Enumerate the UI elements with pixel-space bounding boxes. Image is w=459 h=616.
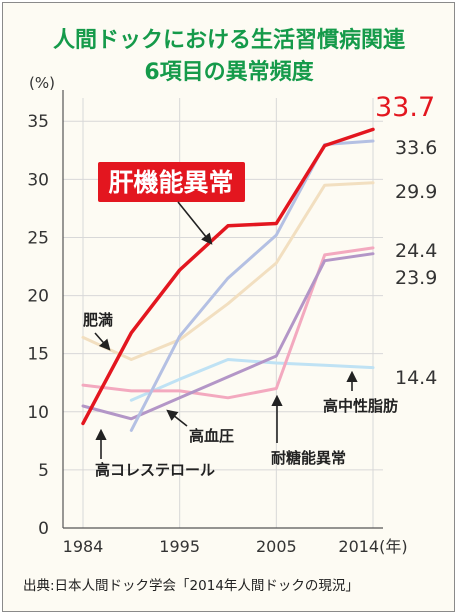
hypertension-label: 高血圧 bbox=[189, 427, 234, 445]
x-tick-label: 1995 bbox=[159, 537, 200, 556]
liver-label-box bbox=[98, 162, 245, 202]
series-line bbox=[81, 127, 375, 426]
chart-title-line-1: 人間ドックにおける生活習慣病関連 bbox=[53, 27, 406, 53]
chart-frame: 人間ドックにおける生活習慣病関連 6項目の異常頻度 0 5 10 15 20 25 30 35… bbox=[2, 2, 455, 612]
series-line bbox=[81, 181, 375, 361]
y-tick-label: 35 bbox=[27, 112, 49, 132]
series-end-label: 33.6 bbox=[395, 137, 437, 159]
chart-title-line-2: 6項目の異常頻度 bbox=[144, 59, 314, 85]
glucose-label: 耐糖能異常 bbox=[271, 449, 346, 467]
y-tick-label: 15 bbox=[27, 345, 49, 365]
y-tick-label: 10 bbox=[27, 403, 49, 423]
x-tick-label: 2014(年) bbox=[338, 537, 407, 556]
series-end-label: 14.4 bbox=[395, 367, 437, 389]
x-tick-label: 2005 bbox=[256, 537, 297, 556]
liver-label: 肝機能異常 bbox=[108, 168, 233, 197]
series-line bbox=[81, 246, 375, 400]
y-tick-label: 0 bbox=[38, 519, 49, 539]
series-end-label: 23.9 bbox=[395, 267, 437, 289]
x-tick-label: 1984 bbox=[63, 537, 104, 556]
y-tick-label: 20 bbox=[27, 287, 49, 307]
chart: 人間ドックにおける生活習慣病関連 6項目の異常頻度 0 5 10 15 20 25 30 35… bbox=[23, 27, 437, 594]
series-end-label: 33.7 bbox=[375, 92, 435, 123]
hypertension-arrow bbox=[166, 409, 188, 427]
triglyceride-label: 高中性脂肪 bbox=[323, 397, 398, 415]
y-axis-label: (%) bbox=[29, 74, 55, 92]
liver-arrow bbox=[177, 201, 213, 245]
obesity-arrow bbox=[94, 332, 111, 351]
series-end-label: 24.4 bbox=[395, 240, 437, 262]
axes: 0 5 10 15 20 25 30 35 1984 1995 2005 2014(年) (%) bbox=[27, 74, 407, 556]
series-line bbox=[81, 252, 375, 421]
y-tick-label: 5 bbox=[38, 461, 49, 481]
y-tick-label: 25 bbox=[27, 228, 49, 248]
series-end-label: 29.9 bbox=[395, 181, 437, 203]
series-line bbox=[129, 358, 375, 402]
series: 33.7 33.6 29.9 24.4 23.9 14.4 bbox=[81, 92, 437, 432]
obesity-label: 肥満 bbox=[83, 311, 113, 329]
y-tick-label: 30 bbox=[27, 170, 49, 190]
cholesterol-label: 高コレステロール bbox=[95, 461, 215, 479]
source-caption: 出典:日本人間ドック学会「2014年人間ドックの現況」 bbox=[23, 578, 359, 594]
